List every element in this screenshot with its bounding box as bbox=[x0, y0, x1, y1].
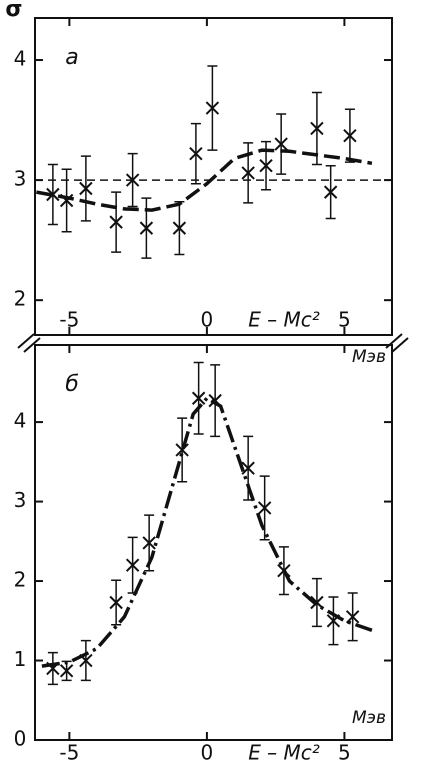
plot-frame bbox=[34, 17, 393, 336]
data-point bbox=[189, 146, 203, 161]
data-point bbox=[79, 653, 93, 668]
data-point bbox=[205, 101, 220, 115]
y-tick-label: 2 bbox=[14, 287, 27, 311]
y-axis-label: σ bbox=[5, 0, 22, 22]
plot-frame bbox=[34, 344, 393, 741]
data-point bbox=[277, 564, 291, 578]
data-point bbox=[326, 614, 341, 628]
data-point bbox=[59, 664, 74, 678]
x-tick-label: -5 bbox=[59, 308, 79, 332]
x-axis-label: E – Mc² bbox=[248, 741, 320, 765]
y-tick-label: 3 bbox=[14, 488, 27, 512]
data-point bbox=[345, 610, 360, 624]
data-point bbox=[142, 536, 156, 550]
data-point bbox=[257, 501, 272, 515]
data-point bbox=[125, 173, 140, 187]
data-point bbox=[109, 595, 123, 610]
data-point bbox=[46, 187, 60, 202]
x-tick-label: 5 bbox=[338, 741, 351, 765]
x-tick-label: 5 bbox=[338, 308, 351, 332]
data-point bbox=[59, 193, 74, 208]
fit-curve bbox=[41, 396, 373, 668]
data-point bbox=[259, 158, 273, 173]
y-tick-label: 2 bbox=[14, 568, 27, 592]
x-tick-label: 0 bbox=[201, 308, 214, 332]
panel-label: а bbox=[65, 45, 78, 70]
data-point bbox=[139, 221, 154, 235]
y-tick-label: 0 bbox=[14, 727, 27, 751]
data-point bbox=[241, 461, 255, 475]
panel-label: б bbox=[65, 372, 79, 397]
data-point bbox=[310, 121, 324, 136]
y-tick-label: 1 bbox=[14, 647, 27, 671]
data-point bbox=[109, 215, 123, 229]
data-point bbox=[274, 137, 288, 151]
data-point bbox=[175, 443, 189, 457]
x-unit: Мэв bbox=[352, 347, 386, 367]
y-tick-label: 3 bbox=[14, 167, 27, 191]
data-point bbox=[343, 128, 357, 143]
data-point bbox=[241, 166, 255, 180]
data-point bbox=[172, 221, 187, 235]
y-tick-label: 4 bbox=[14, 47, 27, 71]
x-tick-label: -5 bbox=[59, 741, 79, 765]
x-unit: Мэв bbox=[352, 708, 386, 728]
data-point bbox=[323, 185, 338, 199]
data-point bbox=[79, 181, 93, 196]
data-point bbox=[208, 393, 222, 408]
data-point bbox=[191, 391, 206, 405]
y-tick-label: 4 bbox=[14, 409, 27, 433]
x-axis-label: E – Mc² bbox=[248, 308, 320, 332]
data-point bbox=[46, 661, 60, 676]
data-point bbox=[310, 595, 324, 610]
x-tick-label: 0 bbox=[201, 741, 214, 765]
data-point bbox=[125, 558, 140, 572]
axis-break bbox=[17, 333, 409, 353]
